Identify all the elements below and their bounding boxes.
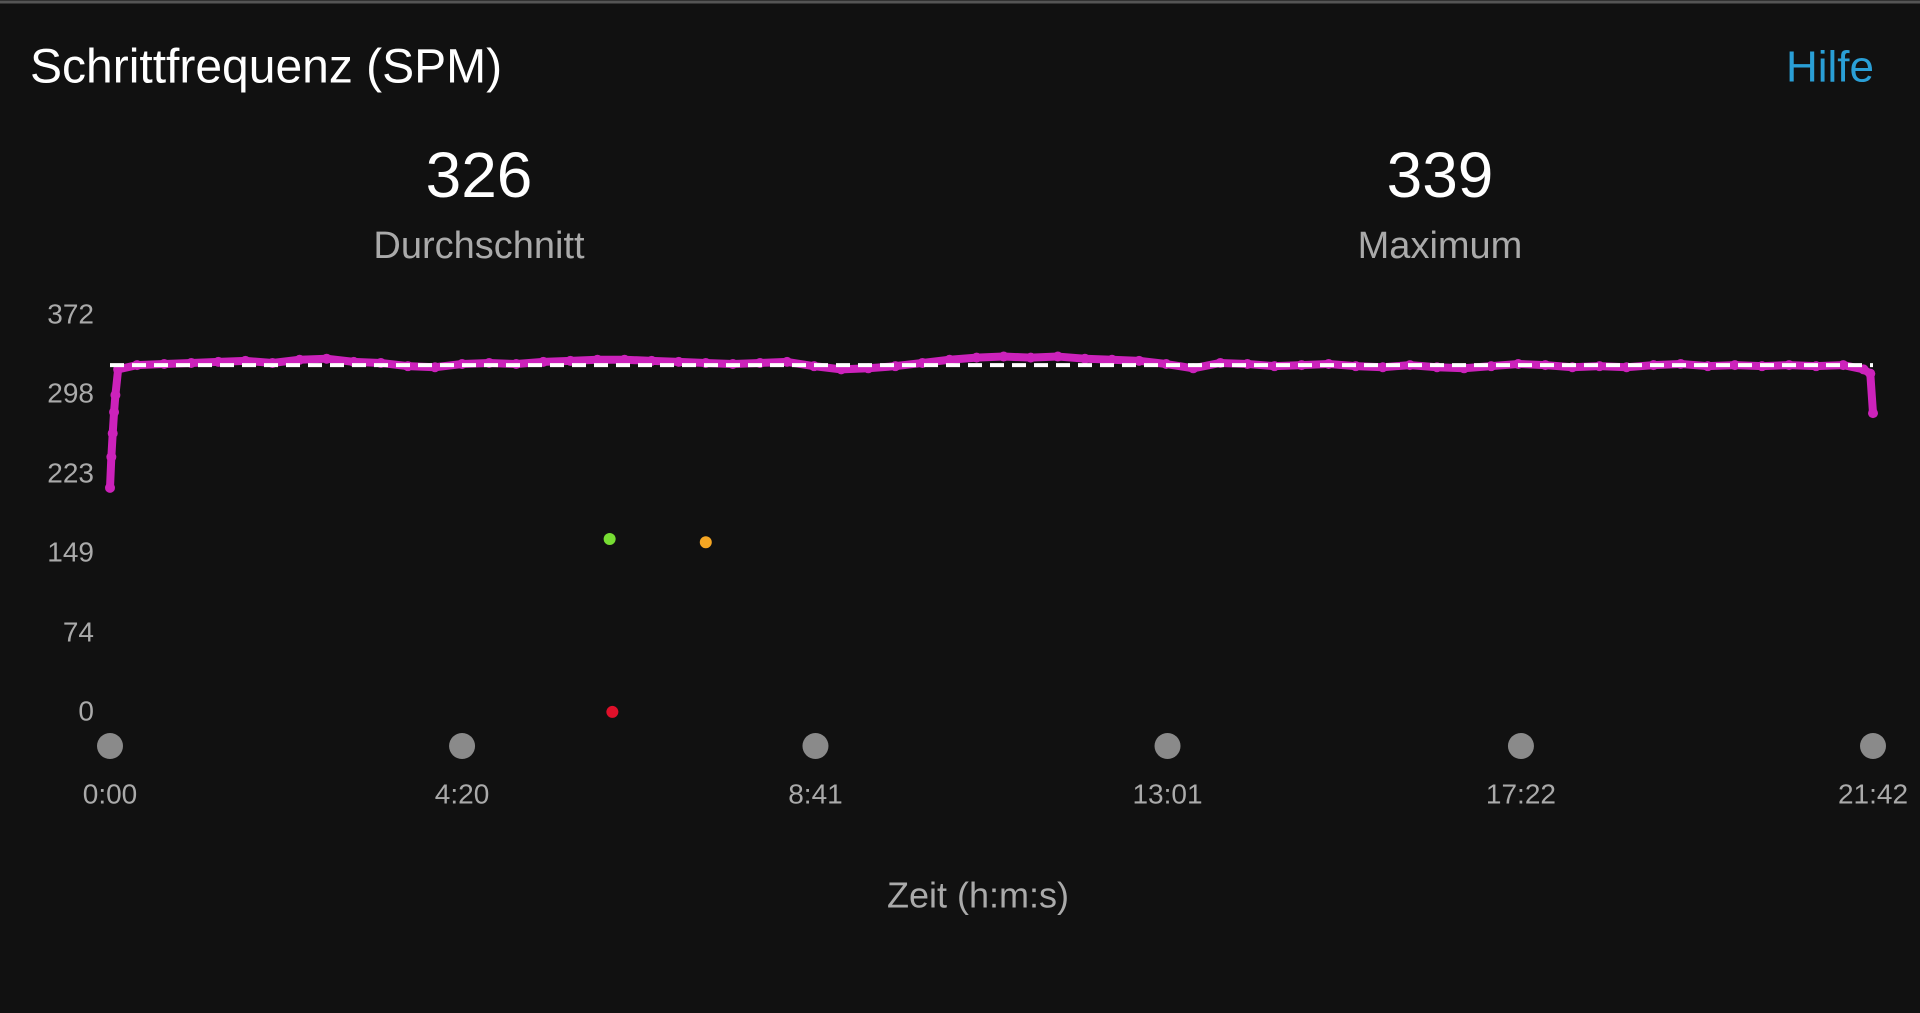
data-point (1729, 360, 1740, 371)
x-tick-dot (1154, 733, 1181, 759)
data-point (1377, 362, 1388, 373)
x-tick-label: 0:00 (83, 778, 138, 809)
data-point (1134, 355, 1145, 366)
data-point (619, 354, 630, 365)
x-tick-dot (802, 733, 829, 759)
x-axis-title: Zeit (h:m:s) (887, 875, 1069, 916)
x-tick-label: 8:41 (788, 778, 843, 809)
data-point (699, 536, 712, 549)
x-tick-label: 13:01 (1132, 778, 1202, 809)
data-point (1107, 354, 1118, 365)
help-link[interactable]: Hilfe (1786, 43, 1874, 92)
x-tick-dot (1860, 733, 1886, 759)
y-tick-label: 74 (63, 616, 94, 647)
data-point (998, 351, 1009, 362)
x-tick-label: 17:22 (1486, 778, 1556, 809)
data-point (106, 451, 117, 462)
data-point (1865, 368, 1876, 379)
x-tick-dot (449, 733, 476, 759)
data-point (109, 407, 120, 418)
data-point (1052, 351, 1063, 362)
data-point (107, 428, 118, 439)
y-tick-label: 0 (78, 695, 94, 726)
data-point (110, 389, 121, 400)
x-tick-label: 21:42 (1838, 778, 1908, 809)
data-point (782, 356, 793, 367)
data-point (606, 705, 619, 718)
data-point (1079, 353, 1090, 364)
data-point (603, 533, 616, 546)
maximum-value: 339 (1387, 139, 1494, 211)
y-tick-label: 149 (47, 536, 94, 567)
data-point (1868, 408, 1878, 419)
data-point (1838, 360, 1849, 371)
data-point (971, 352, 982, 363)
average-label: Durchschnitt (373, 225, 585, 267)
x-tick-dot (97, 733, 123, 759)
chart-title: Schrittfrequenz (SPM) (30, 41, 502, 94)
maximum-label: Maximum (1358, 225, 1523, 267)
data-point (1025, 352, 1036, 363)
data-point (105, 482, 115, 493)
y-tick-label: 223 (47, 457, 94, 488)
data-point (1486, 361, 1497, 372)
data-point (321, 353, 332, 364)
average-value: 326 (426, 139, 533, 211)
x-tick-dot (1507, 733, 1534, 759)
data-point (294, 354, 305, 365)
data-point (673, 356, 684, 367)
data-point (429, 362, 440, 373)
y-tick-label: 298 (47, 377, 94, 408)
x-tick-label: 4:20 (435, 778, 490, 809)
data-point (592, 354, 603, 365)
data-point (944, 354, 955, 365)
y-tick-label: 372 (47, 298, 94, 329)
